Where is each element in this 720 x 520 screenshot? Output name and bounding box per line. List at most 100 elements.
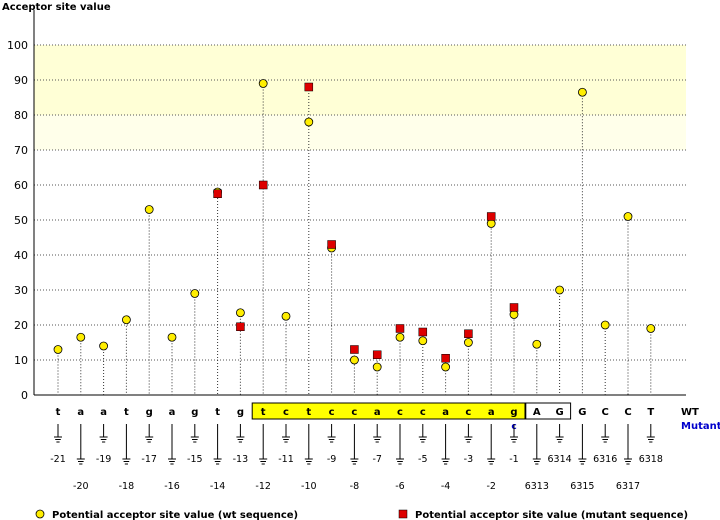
mutant-point (304, 82, 314, 92)
position-number: -7 (372, 454, 381, 465)
position-marker-icon (76, 424, 85, 465)
position-number: 6314 (548, 454, 572, 465)
wt-base-label: t (215, 407, 220, 418)
position-marker-icon (646, 424, 655, 443)
position-number: -9 (327, 454, 336, 465)
position-number: -20 (73, 481, 89, 492)
y-tick-label: 0 (21, 389, 28, 402)
wt-base-label: G (555, 407, 563, 418)
y-tick-label: 30 (14, 284, 28, 297)
mutant-point (258, 180, 268, 190)
wt-point (167, 332, 177, 342)
wt-base-label: a (169, 407, 176, 418)
wt-point (349, 355, 359, 365)
mutant-point (213, 189, 222, 198)
position-number: 6315 (570, 481, 594, 492)
position-marker-icon (350, 424, 359, 465)
wt-base-label: g (237, 407, 244, 418)
position-number: -6 (395, 481, 404, 492)
position-number: -5 (418, 454, 427, 465)
position-marker-icon (624, 424, 632, 465)
position-number: -10 (301, 481, 317, 492)
position-marker-icon (601, 424, 610, 443)
wt-point (623, 212, 633, 221)
legend-wt-label: Potential acceptor site value (wt sequen… (52, 510, 298, 520)
fade-band (34, 115, 686, 150)
wt-base-label: c (465, 407, 471, 418)
position-marker-icon (168, 424, 176, 465)
position-number: -17 (141, 454, 157, 465)
position-marker-icon (510, 424, 518, 443)
y-tick-label: 100 (7, 39, 28, 52)
y-tick-label: 70 (14, 144, 28, 157)
wt-point (372, 362, 382, 372)
mutant-point (236, 322, 245, 331)
wt-base-label: c (351, 407, 357, 418)
mutant-point (327, 240, 336, 249)
wt-base-label: C (624, 407, 631, 418)
wt-point (258, 79, 268, 88)
position-marker-icon (396, 424, 404, 465)
wt-base-label: t (56, 407, 61, 418)
position-number: -19 (96, 454, 112, 465)
wt-point (76, 332, 86, 342)
wt-base-label: t (306, 407, 311, 418)
position-marker-icon (99, 424, 108, 443)
wt-point (463, 338, 473, 347)
wt-base-label: T (647, 407, 654, 418)
legend-mutant-label: Potential acceptor site value (mutant se… (415, 510, 688, 520)
position-marker-icon (145, 424, 154, 443)
wt-base-label: c (283, 407, 289, 418)
position-number: -13 (233, 454, 249, 465)
position-number: 6316 (593, 454, 617, 465)
wt-point (99, 341, 108, 351)
wt-base-label: G (578, 407, 586, 418)
position-number: -4 (441, 481, 450, 492)
wt-point (600, 320, 610, 330)
mutant-point (418, 327, 428, 337)
wt-base-label: t (124, 407, 129, 418)
position-marker-icon (487, 424, 496, 465)
wt-point (418, 336, 428, 346)
y-tick-label: 80 (14, 109, 28, 122)
wt-base-label: g (510, 407, 517, 418)
wt-point (53, 345, 63, 354)
wt-point (646, 324, 656, 333)
wt-base-label: c (420, 407, 426, 418)
wt-base-label: c (397, 407, 403, 418)
position-number: -11 (278, 454, 294, 465)
position-marker-icon (532, 424, 541, 465)
mutant-row-label: Mutant (681, 421, 720, 432)
position-marker-icon (54, 424, 62, 443)
wt-base-label: g (191, 407, 198, 418)
exon-box-yellow (251, 402, 526, 420)
wt-point (122, 315, 131, 325)
wt-base-label: a (488, 407, 495, 418)
position-marker-icon (122, 424, 131, 465)
mutant-point (441, 354, 450, 363)
mutant-point (372, 350, 382, 359)
position-marker-icon (373, 424, 382, 443)
mutant-point (395, 324, 405, 333)
wt-base-label: a (100, 407, 107, 418)
wt-base-label: a (77, 407, 84, 418)
position-number: -16 (164, 481, 180, 492)
wt-base-label: c (329, 407, 335, 418)
mutant-point (464, 329, 473, 338)
wt-base-label: g (146, 407, 153, 418)
position-number: -2 (486, 481, 495, 492)
position-number: -1 (509, 454, 518, 465)
legend-mutant-marker (398, 509, 408, 519)
y-tick-label: 10 (14, 354, 28, 367)
legend-wt-marker (35, 509, 45, 519)
position-marker-icon (190, 424, 199, 443)
position-number: -3 (464, 454, 473, 465)
mutant-point (350, 345, 359, 354)
wt-point (144, 205, 154, 214)
position-number: 6317 (616, 481, 640, 492)
position-marker-icon (418, 424, 427, 443)
wt-point (532, 339, 542, 349)
position-number: 6318 (639, 454, 663, 465)
y-tick-label: 50 (14, 214, 28, 227)
position-number: -15 (187, 454, 203, 465)
